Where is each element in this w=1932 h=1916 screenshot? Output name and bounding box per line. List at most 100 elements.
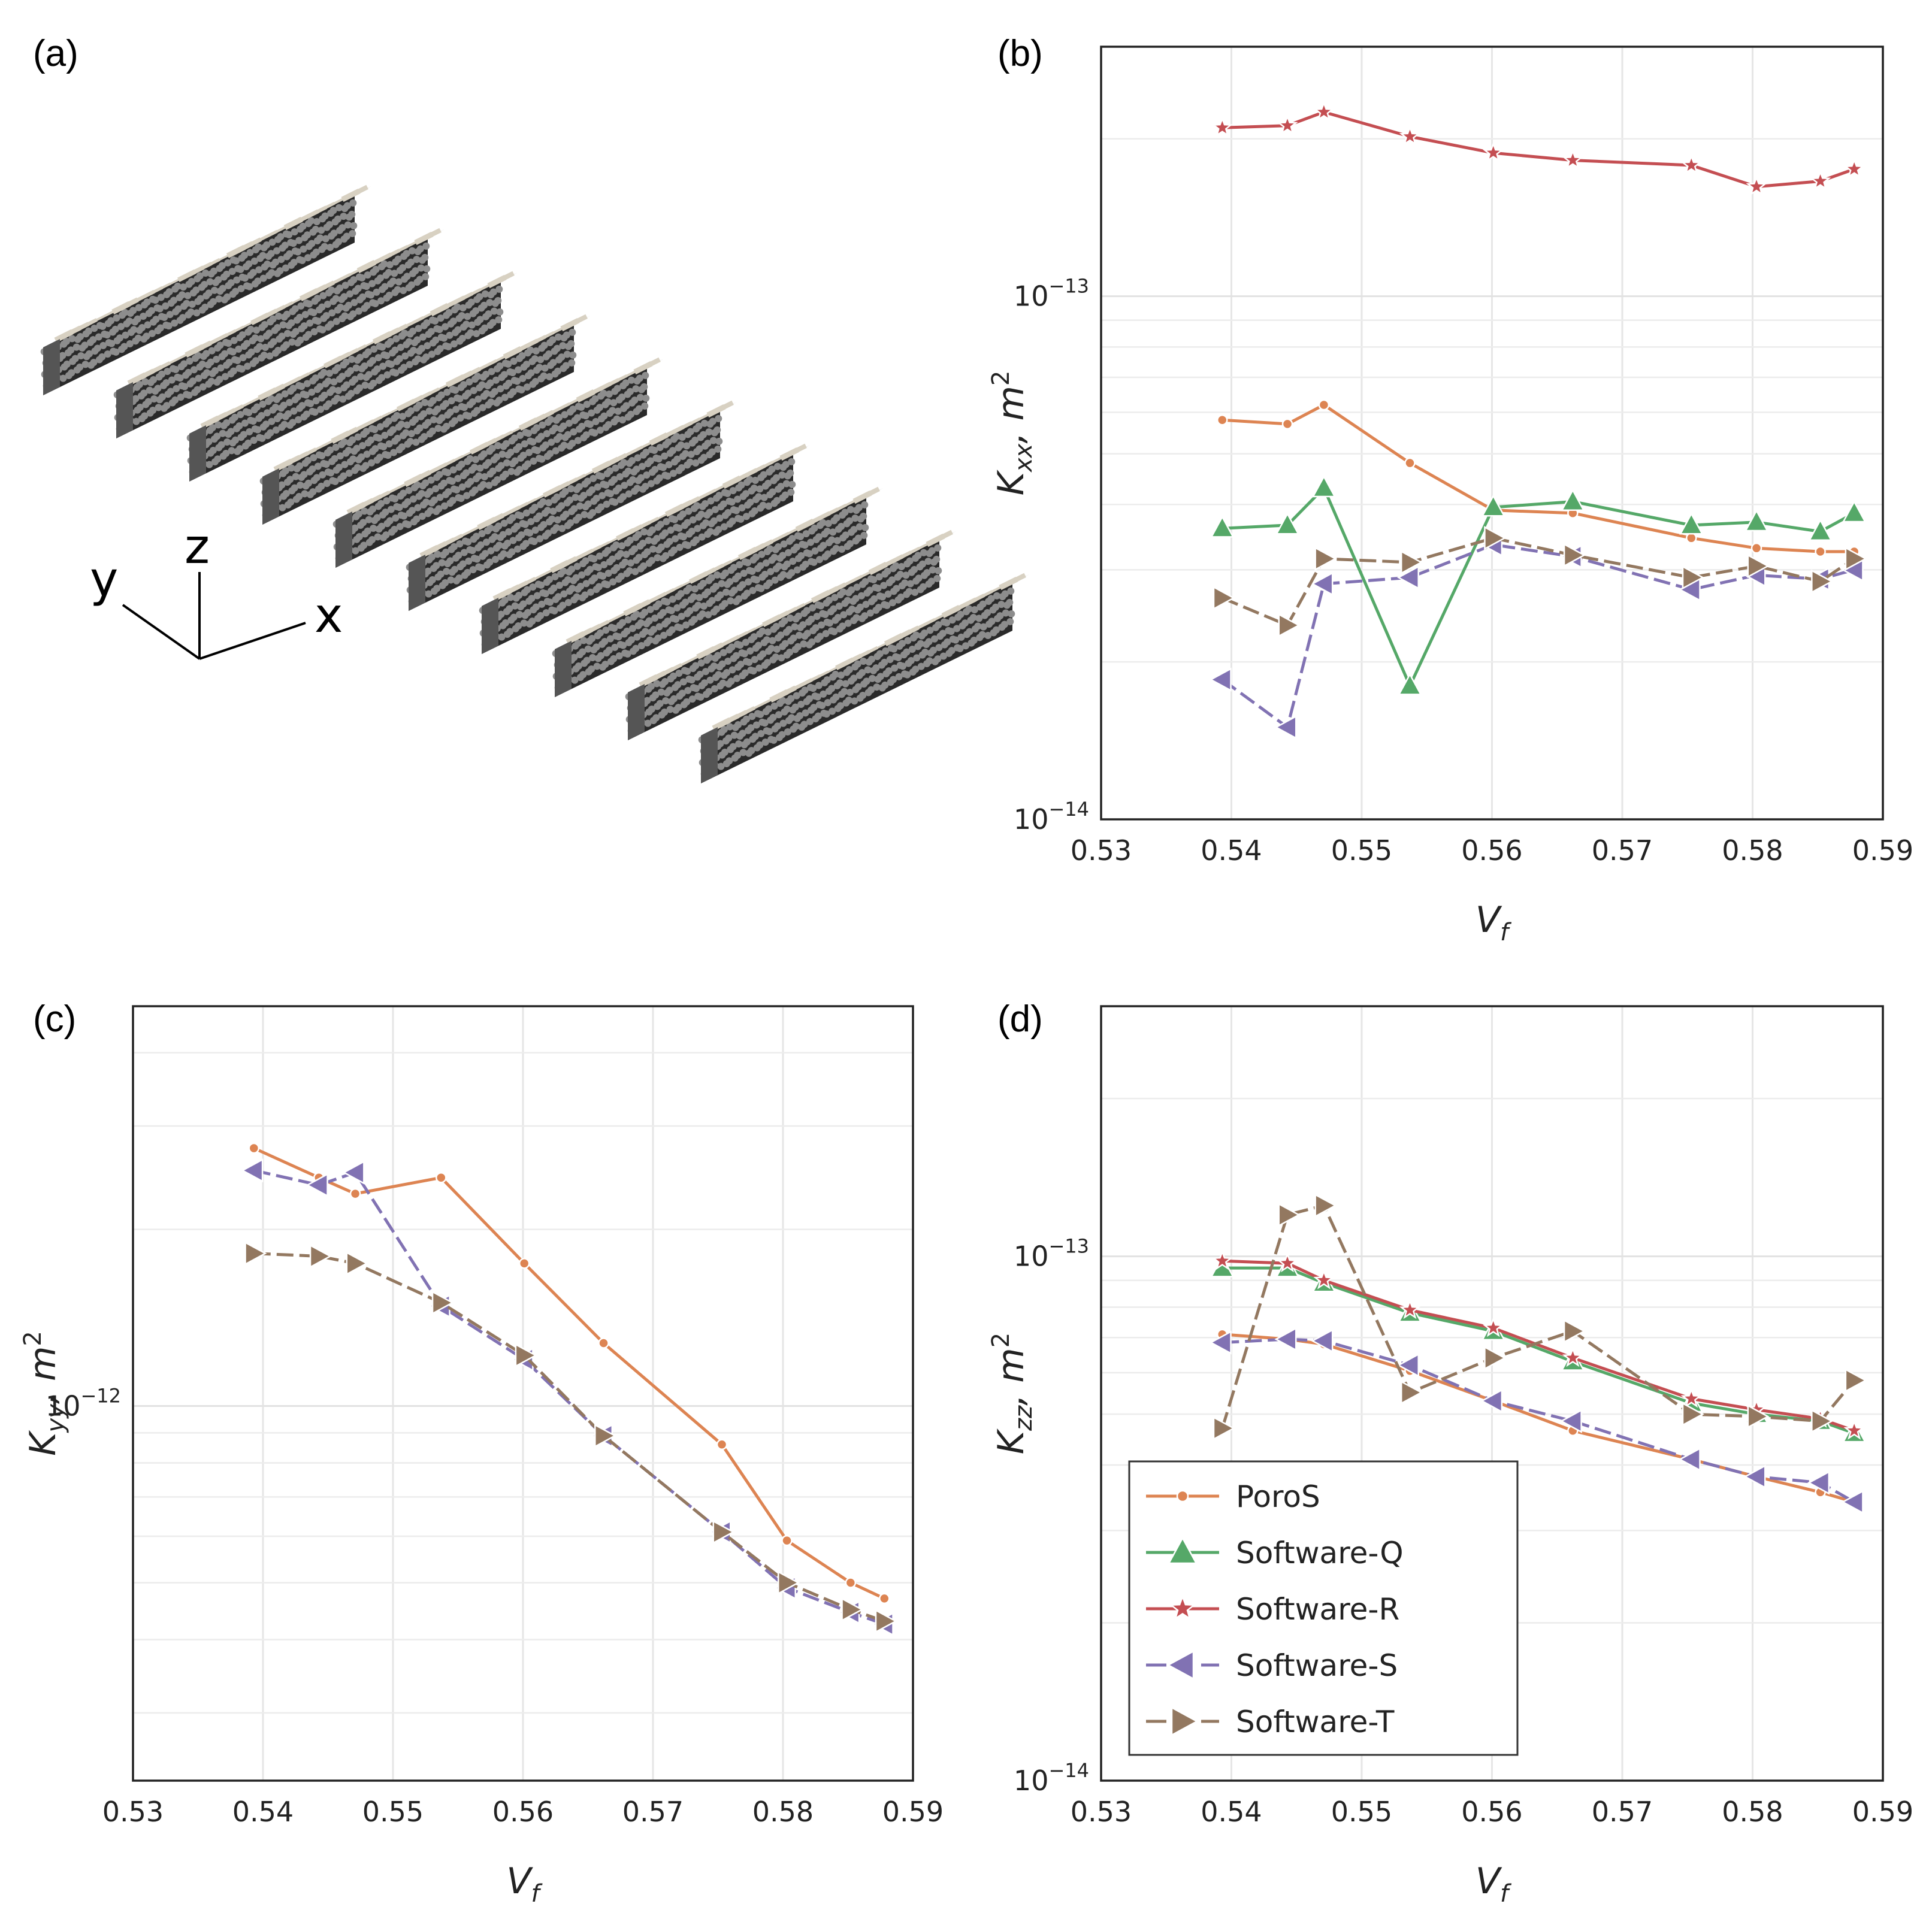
data-point bbox=[1209, 1330, 1232, 1355]
data-point bbox=[879, 1593, 890, 1605]
data-point bbox=[1562, 149, 1584, 169]
data-point bbox=[1562, 1346, 1583, 1367]
data-point bbox=[1747, 1404, 1770, 1429]
panel-label-a: (a) bbox=[33, 33, 78, 74]
data-point bbox=[1811, 569, 1834, 594]
x-tick-label: 0.54 bbox=[232, 1796, 294, 1828]
plot-frame bbox=[1100, 1005, 1884, 1782]
data-point bbox=[1318, 399, 1330, 411]
x-axis-label: Vf bbox=[1476, 1860, 1512, 1908]
fiber-bar-10 bbox=[698, 573, 1029, 783]
grid bbox=[132, 1006, 914, 1781]
data-point bbox=[1744, 509, 1769, 532]
data-point bbox=[1843, 158, 1865, 178]
series-poros bbox=[1217, 399, 1860, 558]
axis-y-label: y bbox=[90, 552, 118, 607]
data-point bbox=[1807, 1470, 1830, 1495]
data-point bbox=[1213, 1416, 1235, 1440]
fiber-bar-1 bbox=[40, 184, 371, 395]
y-axis-label: Kzz, m2 bbox=[987, 1333, 1038, 1454]
panel-label-d: (d) bbox=[997, 998, 1043, 1040]
data-point bbox=[1314, 1193, 1337, 1218]
series-line bbox=[253, 1252, 885, 1623]
data-point bbox=[1682, 565, 1704, 590]
data-point bbox=[1400, 550, 1423, 575]
data-point bbox=[1277, 1252, 1298, 1273]
series-software-q bbox=[1210, 475, 1867, 695]
legend-item-software-s: Software-S bbox=[1146, 1648, 1398, 1683]
y-axis-label: Kyy, m2 bbox=[19, 1331, 69, 1456]
data-point bbox=[598, 1337, 609, 1349]
x-tick-label: 0.58 bbox=[752, 1796, 814, 1828]
legend-label: Software-S bbox=[1236, 1648, 1398, 1683]
fiber-bar-3 bbox=[186, 271, 518, 482]
plot-frame bbox=[1100, 46, 1884, 821]
y-axis-label: Kxx, m2 bbox=[987, 371, 1038, 496]
x-axis-label: Vf bbox=[506, 1860, 543, 1908]
series-line bbox=[1222, 536, 1855, 627]
data-point bbox=[1679, 512, 1704, 535]
data-point bbox=[1482, 1316, 1504, 1337]
data-point bbox=[241, 1158, 264, 1183]
grid bbox=[1100, 46, 1884, 821]
data-point bbox=[1398, 673, 1422, 695]
data-point bbox=[1404, 457, 1416, 469]
fiber-bar-6 bbox=[406, 400, 737, 611]
x-tick-label: 0.54 bbox=[1201, 834, 1262, 867]
x-tick-label: 0.57 bbox=[1592, 1796, 1653, 1828]
legend-item-software-t: Software-T bbox=[1146, 1705, 1395, 1739]
data-point bbox=[1484, 1346, 1507, 1370]
data-point bbox=[1484, 526, 1507, 550]
x-tick-label: 0.56 bbox=[1461, 834, 1522, 867]
series-software-r bbox=[1211, 101, 1865, 196]
x-tick-label: 0.59 bbox=[1852, 834, 1913, 867]
data-point bbox=[518, 1258, 530, 1269]
data-point bbox=[1277, 114, 1298, 135]
data-point bbox=[845, 1577, 857, 1588]
data-point bbox=[1480, 1388, 1503, 1413]
data-point bbox=[1396, 565, 1419, 590]
chart-kyy: 0.53 0.54 0.55 0.56 0.57 0.58 0.5910−12VfKyy, … bbox=[19, 1005, 944, 1908]
data-point bbox=[1311, 1328, 1334, 1353]
y-tick-label: 10−13 bbox=[1014, 275, 1089, 313]
data-point bbox=[1808, 518, 1833, 541]
y-tick-label: 10−13 bbox=[1014, 1235, 1089, 1273]
data-point bbox=[1750, 542, 1762, 554]
data-point bbox=[1275, 512, 1300, 535]
data-point bbox=[1680, 1387, 1702, 1408]
series-line bbox=[1222, 1337, 1855, 1503]
data-point bbox=[716, 1439, 728, 1450]
data-point bbox=[1313, 101, 1335, 122]
y-tick-label: 10−14 bbox=[1014, 798, 1089, 836]
chart-kzz: 0.53 0.54 0.55 0.56 0.57 0.58 0.59 10−14 10−13 Vf… bbox=[987, 1005, 1913, 1908]
data-point bbox=[309, 1244, 332, 1269]
x-tick-label: 0.59 bbox=[882, 1796, 944, 1828]
x-tick-label: 0.56 bbox=[492, 1796, 554, 1828]
data-point bbox=[1746, 175, 1767, 196]
x-tick-label: 0.58 bbox=[1722, 834, 1783, 867]
data-point bbox=[1314, 546, 1337, 571]
legend: PoroS Software-Q Software-R Software-S Softw… bbox=[1128, 1460, 1519, 1756]
data-point bbox=[1281, 418, 1293, 430]
legend-label: Software-T bbox=[1236, 1705, 1395, 1739]
data-point bbox=[1747, 553, 1770, 579]
fiber-bar-9 bbox=[625, 529, 956, 740]
coordinate-axes-illustration: z x y bbox=[90, 519, 343, 660]
data-point bbox=[1845, 1368, 1867, 1393]
data-point bbox=[1686, 532, 1697, 544]
data-point bbox=[1563, 1319, 1586, 1343]
x-tick-label: 0.53 bbox=[1071, 834, 1132, 867]
data-point bbox=[1311, 475, 1337, 498]
x-tick-label: 0.55 bbox=[1331, 1796, 1392, 1828]
data-point bbox=[244, 1241, 267, 1266]
fiber-bar-4 bbox=[259, 314, 591, 525]
data-point bbox=[875, 1609, 897, 1633]
data-point bbox=[1313, 1269, 1335, 1290]
panel-label-c: (c) bbox=[33, 998, 76, 1040]
data-point bbox=[306, 1173, 328, 1197]
data-point bbox=[1217, 414, 1228, 426]
x-tick-label: 0.59 bbox=[1852, 1796, 1913, 1828]
data-point bbox=[1843, 1419, 1865, 1440]
data-point bbox=[841, 1597, 864, 1622]
